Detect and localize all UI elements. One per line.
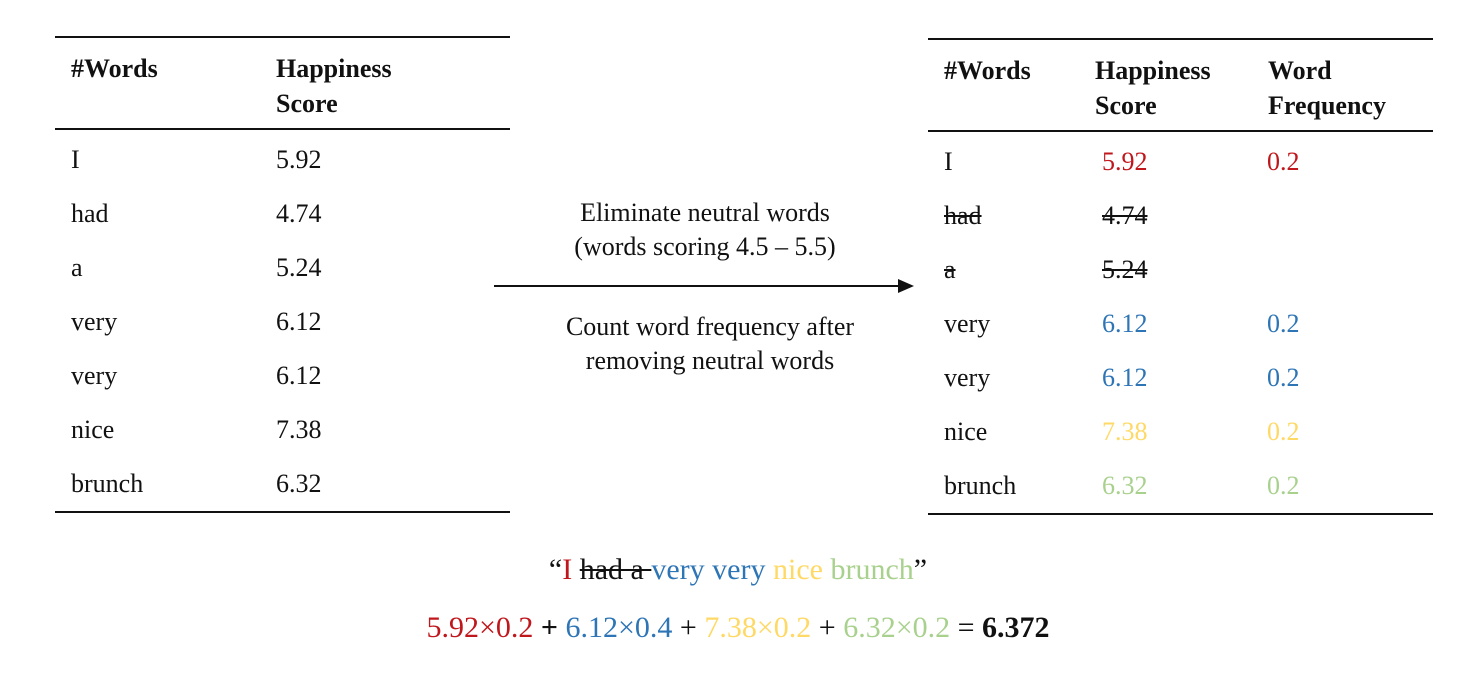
right-table-cell-score: 6.12	[1102, 309, 1148, 338]
formula-plus-3: +	[811, 611, 844, 644]
left-table-cell-word: had	[71, 199, 109, 228]
left-table-cell-score: 7.38	[276, 415, 322, 444]
formula-term-4: 6.32×0.2	[843, 611, 951, 644]
sentence-close-quote: ”	[913, 553, 928, 586]
sentence-word-brunch: brunch	[830, 553, 914, 586]
left-table-cell-word: very	[71, 307, 118, 336]
arrow-label-top-line2: (words scoring 4.5 – 5.5)	[574, 232, 836, 261]
right-table-header-rule	[928, 130, 1433, 132]
right-table-cell-score: 6.32	[1102, 471, 1148, 500]
right-table-cell-word: a	[944, 255, 956, 284]
right-header-score-line1: Happiness	[1095, 56, 1211, 85]
left-table-header-rule	[55, 128, 510, 130]
left-table-cell-score: 6.12	[276, 307, 322, 336]
right-header-score-line2: Score	[1095, 91, 1157, 120]
right-header-freq-line1: Word	[1268, 56, 1332, 85]
formula-term-2: 6.12×0.4	[565, 611, 673, 644]
left-table-cell-word: brunch	[71, 469, 144, 498]
right-table-cell-freq: 0.2	[1267, 147, 1300, 176]
sentence-struck-words: had a	[579, 553, 652, 586]
sentence-words-very: very very	[651, 553, 773, 586]
sentence-open-quote: “	[548, 553, 563, 586]
formula-term-1: 5.92×0.2	[426, 611, 534, 644]
right-table-cell-word: very	[944, 363, 991, 392]
left-table-cell-score: 6.12	[276, 361, 322, 390]
right-table-cell-freq: 0.2	[1267, 363, 1300, 392]
formula-plus-2: +	[672, 611, 705, 644]
left-header-words: #Words	[71, 54, 158, 83]
formula-equals: =	[950, 611, 983, 644]
left-table-cell-word: nice	[71, 415, 115, 444]
left-table: #Words Happiness Score I 5.92 had 4.74 a 5.24…	[55, 36, 510, 516]
right-table-cell-word: nice	[944, 417, 988, 446]
right-table: #Words Happiness Score Word Frequency I 5…	[928, 38, 1433, 518]
formula-result: 6.372	[982, 611, 1050, 644]
left-table-cell-score: 5.24	[276, 253, 322, 282]
right-table-cell-word: very	[944, 309, 991, 338]
left-table-cell-score: 4.74	[276, 199, 322, 228]
right-table-cell-freq: 0.2	[1267, 309, 1300, 338]
left-table-cell-word: very	[71, 361, 118, 390]
right-table-cell-word: had	[944, 201, 982, 230]
arrow	[494, 279, 914, 293]
left-table-cell-score: 5.92	[276, 145, 322, 174]
left-table-cell-word: I	[71, 145, 80, 174]
arrow-label-top: Eliminate neutral words (words scoring 4…	[495, 196, 915, 264]
arrow-label-top-line1: Eliminate neutral words	[580, 198, 830, 227]
right-table-cell-freq: 0.2	[1267, 471, 1300, 500]
happiness-formula: 5.92×0.2 + 6.12×0.4 + 7.38×0.2 + 6.32×0.…	[0, 610, 1476, 646]
left-table-cell-word: a	[71, 253, 83, 282]
right-table-cell-word: I	[944, 147, 953, 176]
left-table-bottom-rule	[55, 511, 510, 513]
arrow-head	[898, 279, 914, 293]
arrow-label-bottom-line2: removing neutral words	[585, 346, 835, 375]
formula-term-3: 7.38×0.2	[704, 611, 812, 644]
left-table-top-rule	[55, 36, 510, 38]
left-header-score-line1: Happiness	[276, 54, 392, 83]
right-table-cell-score: 6.12	[1102, 363, 1148, 392]
arrow-label-bottom-line1: Count word frequency after	[565, 312, 855, 341]
example-sentence: “I had a very very nice brunch”	[0, 552, 1476, 588]
right-table-cell-score: 5.92	[1102, 147, 1148, 176]
right-table-cell-score: 7.38	[1102, 417, 1148, 446]
sentence-word-nice: nice	[772, 553, 831, 586]
right-table-cell-word: brunch	[944, 471, 1017, 500]
arrow-label-bottom: Count word frequency after removing neut…	[500, 310, 920, 378]
right-header-words: #Words	[944, 56, 1031, 85]
right-table-cell-score: 4.74	[1102, 201, 1148, 230]
left-table-cell-score: 6.32	[276, 469, 322, 498]
formula-plus-1: +	[533, 611, 566, 644]
left-header-score-line2: Score	[276, 89, 338, 118]
right-table-cell-freq: 0.2	[1267, 417, 1300, 446]
right-table-bottom-rule	[928, 513, 1433, 515]
sentence-word-i: I	[562, 553, 580, 586]
right-table-cell-score: 5.24	[1102, 255, 1148, 284]
right-header-freq-line2: Frequency	[1268, 91, 1386, 120]
right-table-top-rule	[928, 38, 1433, 40]
